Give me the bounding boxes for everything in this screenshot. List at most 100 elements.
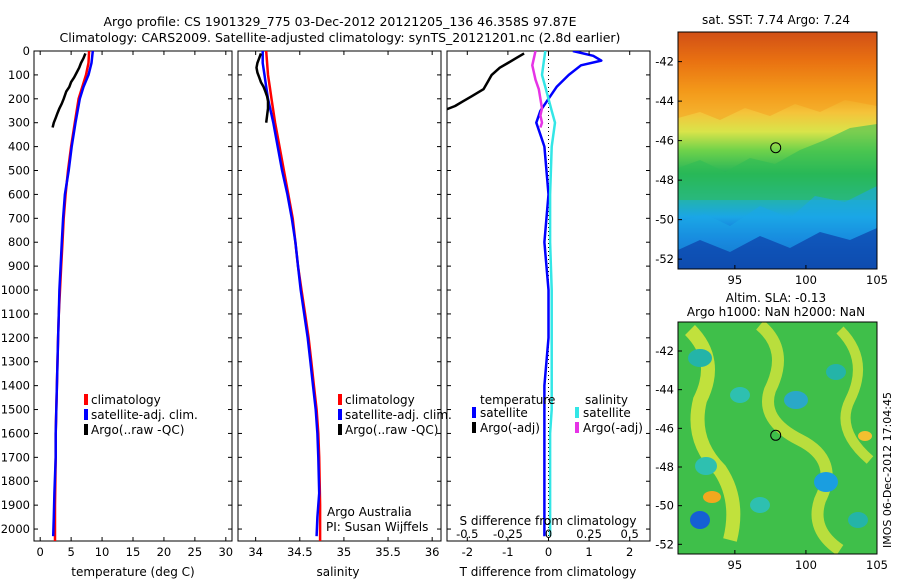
depth-tick-label: 1400 — [1, 379, 30, 393]
map-y-tick-label: -48 — [655, 460, 674, 474]
sst-map-axes: 95 100 105 -42 -44 -46 -48 -50 -52 — [655, 55, 888, 287]
series-satellite-adj-clim — [261, 51, 321, 537]
legend-header-temperature: temperature — [480, 393, 555, 407]
difference-xlabel-top: S difference from climatology — [460, 514, 637, 528]
x-tick-label: -1 — [502, 545, 513, 559]
sla-eddy — [730, 387, 750, 403]
sst-front-warm — [678, 32, 877, 120]
depth-tick-label: 1300 — [1, 355, 30, 369]
legend-label-argo: Argo(..raw -QC) — [91, 423, 184, 437]
sla-yellow-band — [755, 322, 844, 554]
legend-swatch-satellite — [338, 409, 342, 420]
legend-swatch-s-satellite — [575, 407, 579, 418]
x-tick-label: 35 — [337, 545, 352, 559]
profile-location-marker — [770, 142, 782, 154]
salinity-x-axis: 34 34.5 35 35.5 36 — [248, 51, 439, 559]
difference-legend: temperature salinity satellite Argo(-adj… — [472, 393, 643, 435]
series-salinity-argo-adj — [531, 51, 544, 128]
series-temperature-satellite — [535, 51, 603, 537]
depth-tick-label: 900 — [8, 259, 30, 273]
depth-axis: 0 100 200 300 400 500 600 700 800 900 1000 1100 1200… — [1, 44, 650, 536]
x-tick-label: 30 — [218, 545, 233, 559]
sla-yellow-band — [836, 326, 874, 464]
map-y-tick-label: -50 — [655, 213, 674, 227]
difference-plot — [447, 51, 603, 541]
profile-location-marker — [770, 429, 782, 441]
series-argo-raw-qc — [51, 52, 87, 128]
map-x-tick-label: 95 — [728, 273, 743, 287]
depth-tick-label: 1200 — [1, 331, 30, 345]
x-tick-label: -2 — [462, 545, 473, 559]
depth-tick-label: 100 — [8, 68, 30, 82]
legend-swatch-argo — [338, 424, 342, 435]
x-tick-label: 10 — [95, 545, 110, 559]
sla-eddy — [688, 349, 712, 367]
depth-tick-label: 2000 — [1, 522, 30, 536]
sla-map-field — [678, 322, 877, 554]
sst-map-frame — [677, 31, 878, 270]
x-tick-label: 0 — [37, 545, 44, 559]
depth-tick-label: 1800 — [1, 474, 30, 488]
legend-swatch-t-argo — [472, 422, 476, 433]
s-tick-label: -0.25 — [493, 527, 523, 541]
legend-label-s-argo: Argo(-adj) — [583, 421, 643, 435]
sst-front-green — [678, 124, 877, 200]
depth-tick-label: 0 — [23, 44, 30, 58]
map-y-tick-label: -42 — [655, 55, 674, 69]
map-y-tick-label: -44 — [655, 383, 674, 397]
difference-xlabel: T difference from climatology — [459, 565, 637, 579]
x-tick-label: 36 — [425, 545, 440, 559]
depth-tick-label: 400 — [8, 140, 30, 154]
sst-front-deep — [678, 228, 877, 269]
map-y-tick-label: -50 — [655, 499, 674, 513]
x-tick-label: 34 — [248, 545, 263, 559]
map-y-tick-label: -46 — [655, 134, 674, 148]
map-x-tick-label: 100 — [795, 273, 817, 287]
sla-map-title-line2: Argo h1000: NaN h2000: NaN — [687, 305, 865, 319]
legend-swatch-satellite — [84, 409, 88, 420]
sla-high — [858, 431, 872, 441]
x-tick-label: 35.5 — [375, 545, 401, 559]
figure-title-line1: Argo profile: CS 1901329_775 03-Dec-2012… — [103, 14, 576, 29]
series-satellite-adj-clim — [51, 51, 95, 537]
depth-tick-label: 1600 — [1, 426, 30, 440]
depth-tick-label: 1900 — [1, 498, 30, 512]
x-tick-label: 0 — [545, 545, 552, 559]
x-tick-label: 20 — [157, 545, 172, 559]
map-x-tick-label: 95 — [728, 558, 743, 572]
sla-eddy — [848, 512, 868, 528]
legend-swatch-t-satellite — [472, 407, 476, 418]
legend-label-climatology: climatology — [91, 393, 161, 407]
temperature-plot — [51, 51, 95, 541]
legend-label-satellite: satellite-adj. clim. — [345, 408, 452, 422]
difference-x-axis: -2 -1 0 1 2 -0.5 -0.25 0 0.25 0.5 — [456, 51, 639, 559]
salinity-plot — [255, 51, 322, 541]
depth-tick-label: 700 — [8, 211, 30, 225]
sla-eddy — [814, 472, 838, 492]
legend-swatch-s-argo — [575, 422, 579, 433]
depth-tick-label: 1700 — [1, 450, 30, 464]
sla-eddy — [695, 457, 717, 475]
map-x-tick-label: 100 — [795, 558, 817, 572]
temperature-xlabel: temperature (deg C) — [71, 565, 194, 579]
map-x-tick-label: 105 — [866, 558, 888, 572]
figure-title-line2: Climatology: CARS2009. Satellite-adjuste… — [60, 30, 621, 45]
temperature-panel-frame — [33, 50, 233, 542]
legend-label-climatology: climatology — [345, 393, 415, 407]
legend-label-argo: Argo(..raw -QC) — [345, 423, 438, 437]
sst-map-field — [678, 32, 877, 269]
map-y-tick-label: -44 — [655, 94, 674, 108]
series-temperature-argo-adj — [447, 52, 525, 111]
legend-label-satellite: satellite-adj. clim. — [91, 408, 198, 422]
depth-tick-label: 800 — [8, 235, 30, 249]
salinity-annotation-line2: PI: Susan Wijffels — [326, 520, 428, 534]
depth-tick-label: 200 — [8, 92, 30, 106]
s-tick-label: 0.25 — [576, 527, 602, 541]
depth-tick-label: 1100 — [1, 307, 30, 321]
salinity-xlabel: salinity — [316, 565, 359, 579]
x-tick-label: 1 — [585, 545, 592, 559]
sla-map-frame — [677, 321, 878, 555]
sla-map-axes: 95 100 105 -42 -44 -46 -48 -50 -52 — [655, 344, 888, 572]
map-y-tick-label: -46 — [655, 421, 674, 435]
